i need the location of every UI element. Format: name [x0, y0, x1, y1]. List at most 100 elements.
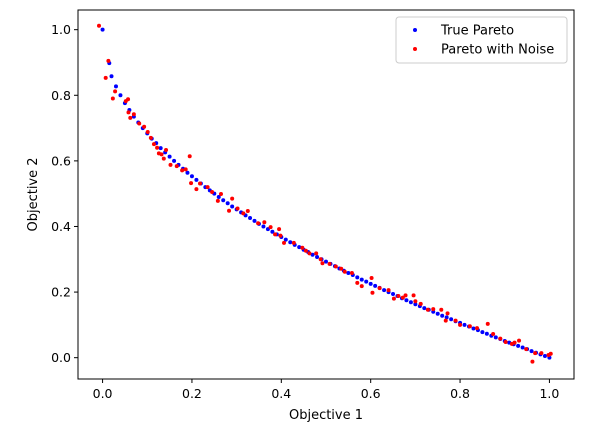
- point-true-pareto-21: [194, 178, 198, 182]
- point-pareto-with-noise-52: [334, 265, 338, 269]
- point-pareto-with-noise-84: [517, 339, 521, 343]
- point-true-pareto-3: [114, 84, 118, 88]
- point-true-pareto-65: [391, 292, 395, 296]
- point-true-pareto-85: [480, 330, 484, 334]
- point-pareto-with-noise-86: [530, 360, 534, 364]
- point-pareto-with-noise-78: [486, 322, 490, 326]
- point-true-pareto-28: [226, 201, 230, 205]
- point-pareto-with-noise-3: [111, 97, 115, 101]
- point-pareto-with-noise-59: [370, 291, 374, 295]
- x-tick-label-2: 0.4: [271, 386, 291, 401]
- legend-label-pareto-with-noise: Pareto with Noise: [441, 43, 554, 58]
- point-pareto-with-noise-63: [396, 294, 400, 298]
- point-true-pareto-2: [110, 74, 114, 78]
- point-pareto-with-noise-51: [328, 262, 332, 266]
- x-tick-label-0: 0.0: [93, 386, 113, 401]
- point-pareto-with-noise-76: [468, 324, 472, 328]
- point-pareto-with-noise-34: [236, 206, 240, 210]
- point-pareto-with-noise-8: [128, 116, 132, 120]
- point-pareto-with-noise-17: [160, 152, 164, 156]
- point-pareto-with-noise-72: [444, 319, 448, 323]
- legend: True Pareto Pareto with Noise: [396, 17, 567, 63]
- point-pareto-with-noise-85: [524, 347, 528, 351]
- point-true-pareto-96: [530, 349, 534, 353]
- point-pareto-with-noise-37: [256, 221, 260, 225]
- point-true-pareto-59: [364, 280, 368, 284]
- point-pareto-with-noise-83: [513, 341, 517, 345]
- point-true-pareto-72: [422, 306, 426, 310]
- point-pareto-with-noise-58: [370, 276, 374, 280]
- y-tick-label-3: 0.6: [51, 153, 71, 168]
- point-true-pareto-61: [373, 284, 377, 288]
- point-pareto-with-noise-79: [491, 332, 495, 336]
- y-tick-label-5: 1.0: [51, 22, 71, 37]
- point-pareto-with-noise-24: [188, 154, 192, 158]
- point-pareto-with-noise-22: [180, 168, 184, 172]
- point-pareto-with-noise-66: [412, 293, 416, 297]
- x-tick-label-4: 0.8: [450, 386, 470, 401]
- point-pareto-with-noise-29: [210, 190, 214, 194]
- point-true-pareto-63: [382, 288, 386, 292]
- point-pareto-with-noise-36: [246, 209, 250, 213]
- point-pareto-with-noise-13: [149, 136, 153, 140]
- point-pareto-with-noise-50: [320, 261, 324, 265]
- plot-area: [78, 10, 574, 379]
- point-pareto-with-noise-4: [113, 89, 117, 93]
- y-tick-label-4: 0.8: [51, 88, 71, 103]
- point-pareto-with-noise-27: [198, 182, 202, 186]
- point-pareto-with-noise-54: [343, 270, 347, 274]
- point-pareto-with-noise-70: [431, 307, 435, 311]
- point-pareto-with-noise-21: [175, 164, 179, 168]
- point-pareto-with-noise-11: [142, 125, 146, 129]
- point-true-pareto-60: [369, 282, 373, 286]
- point-pareto-with-noise-1: [104, 76, 108, 80]
- point-pareto-with-noise-46: [304, 249, 308, 253]
- point-pareto-with-noise-73: [446, 311, 450, 315]
- point-pareto-with-noise-14: [152, 142, 156, 146]
- point-pareto-with-noise-6: [126, 97, 130, 101]
- point-true-pareto-58: [360, 278, 364, 282]
- x-tick-label-1: 0.2: [182, 386, 202, 401]
- point-pareto-with-noise-69: [426, 308, 430, 312]
- point-pareto-with-noise-35: [241, 211, 245, 215]
- point-true-pareto-76: [440, 314, 444, 318]
- point-pareto-with-noise-67: [413, 299, 417, 303]
- point-pareto-with-noise-20: [169, 163, 173, 167]
- point-pareto-with-noise-55: [350, 271, 354, 275]
- point-pareto-with-noise-48: [314, 251, 318, 255]
- point-pareto-with-noise-77: [475, 326, 479, 330]
- y-tick-label-0: 0.0: [51, 350, 71, 365]
- point-pareto-with-noise-23: [184, 167, 188, 171]
- point-true-pareto-99: [543, 354, 547, 358]
- x-axis-label: Objective 1: [289, 408, 363, 423]
- point-pareto-with-noise-53: [339, 267, 343, 271]
- y-tick-label-1: 0.2: [51, 285, 71, 300]
- point-true-pareto-81: [463, 323, 467, 327]
- x-tick-label-3: 0.6: [361, 386, 381, 401]
- point-pareto-with-noise-49: [319, 257, 323, 261]
- legend-label-true-pareto: True Pareto: [440, 24, 514, 39]
- point-true-pareto-68: [404, 298, 408, 302]
- point-pareto-with-noise-60: [378, 286, 382, 290]
- point-pareto-with-noise-10: [137, 121, 141, 125]
- y-axis-label: Objective 2: [26, 157, 41, 231]
- point-true-pareto-78: [449, 317, 453, 321]
- point-pareto-with-noise-40: [273, 232, 277, 236]
- y-tick-label-2: 0.4: [51, 219, 71, 234]
- point-true-pareto-33: [248, 216, 252, 220]
- point-pareto-with-noise-65: [404, 293, 408, 297]
- point-true-pareto-0: [101, 28, 105, 32]
- point-pareto-with-noise-15: [155, 146, 159, 150]
- point-true-pareto-29: [230, 204, 234, 208]
- point-pareto-with-noise-30: [216, 199, 220, 203]
- point-true-pareto-93: [516, 344, 520, 348]
- point-pareto-with-noise-57: [360, 284, 364, 288]
- point-pareto-with-noise-68: [419, 302, 423, 306]
- point-pareto-with-noise-2: [106, 59, 110, 63]
- point-true-pareto-13: [159, 146, 163, 150]
- point-pareto-with-noise-26: [194, 187, 198, 191]
- point-pareto-with-noise-19: [164, 148, 168, 152]
- point-pareto-with-noise-33: [230, 197, 234, 201]
- point-pareto-with-noise-74: [454, 319, 458, 323]
